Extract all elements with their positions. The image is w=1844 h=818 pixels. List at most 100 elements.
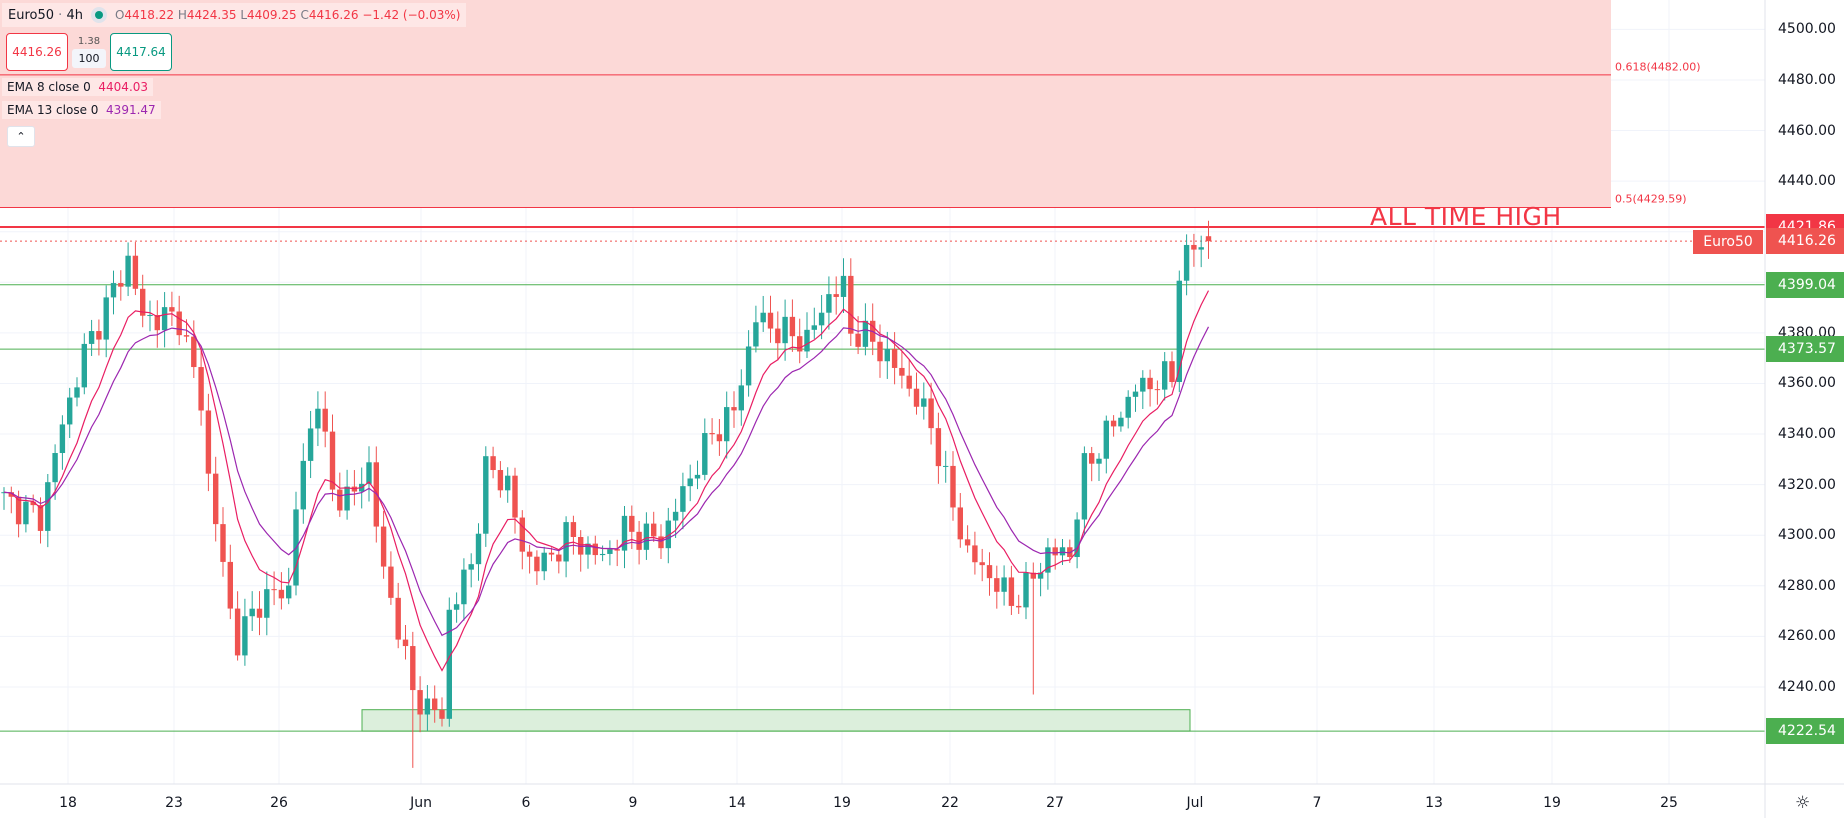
candle-body: [1001, 577, 1007, 592]
candle-body: [848, 275, 854, 334]
candle-body: [921, 398, 927, 407]
candle-body: [855, 333, 861, 347]
candle-body: [249, 608, 255, 617]
candle-body: [1169, 361, 1175, 383]
candle-body: [118, 283, 124, 287]
candle-body: [709, 433, 715, 435]
candle-body: [337, 489, 343, 511]
candle-body: [651, 523, 657, 537]
candle-body: [242, 616, 248, 656]
candle-body: [775, 328, 781, 344]
candle-body: [585, 543, 591, 555]
candle-body: [1089, 453, 1095, 464]
candle-body: [205, 410, 212, 474]
candle-body: [1198, 247, 1204, 250]
candle-body: [694, 474, 701, 479]
candle-body: [1016, 605, 1022, 608]
candle-body: [884, 348, 890, 362]
price-level-label: 4222.54: [1766, 718, 1844, 745]
candle-body: [424, 698, 431, 715]
candle-body: [1140, 377, 1146, 392]
price-level-label: 4399.04: [1766, 271, 1844, 298]
time-tick-label: 7: [1312, 795, 1322, 811]
candle-body: [767, 312, 774, 329]
candle-body: [256, 608, 263, 618]
candle-body: [563, 522, 569, 562]
candle-body: [1023, 572, 1029, 608]
candle-body: [964, 539, 971, 546]
candle-body: [74, 387, 80, 398]
time-tick-label: 25: [1660, 795, 1678, 811]
candle-body: [490, 456, 496, 471]
candle-body: [541, 552, 547, 572]
price-level-label: 4416.26: [1766, 228, 1844, 255]
time-tick-label: 14: [728, 795, 746, 811]
time-tick-label: Jun: [410, 795, 432, 811]
candle-body: [833, 294, 839, 297]
candle-body: [738, 385, 744, 411]
buy-button[interactable]: 4417.64: [110, 33, 172, 71]
ema13-line: [3, 326, 1210, 637]
ema8-legend[interactable]: EMA 8 close 0 4404.03: [2, 78, 154, 96]
candle-body: [322, 408, 328, 432]
candle-body: [446, 609, 452, 719]
price-tick-label: 4480.00: [1778, 71, 1836, 88]
candle-body: [1154, 389, 1161, 391]
time-tick-label: 9: [628, 795, 638, 811]
candle-body: [731, 407, 737, 411]
support-zone: [361, 709, 1191, 732]
candle-body: [234, 608, 241, 656]
candle-body: [724, 407, 730, 442]
candle-body: [1110, 420, 1117, 427]
candle-body: [37, 505, 44, 531]
candle-body: [439, 710, 445, 719]
chevron-up-icon[interactable]: ⌃: [7, 126, 35, 147]
fib-05-label: 0.5(4429.59): [1615, 192, 1687, 206]
price-tick-label: 4240.00: [1778, 678, 1836, 695]
candle-body: [154, 315, 160, 331]
candle-body: [183, 335, 190, 337]
time-tick-label: 13: [1425, 795, 1443, 811]
market-status-icon[interactable]: [90, 7, 107, 23]
candle-body: [1147, 377, 1153, 390]
candle-body: [468, 564, 474, 570]
candle-body: [1191, 244, 1197, 250]
candle-body: [512, 475, 518, 518]
candle-body: [176, 311, 182, 336]
candle-body: [1052, 547, 1058, 556]
candle-body: [147, 315, 153, 317]
candle-body: [556, 554, 562, 562]
symbol-name[interactable]: Euro50 · 4h: [8, 7, 83, 23]
candle-body: [96, 331, 102, 340]
candle-body: [840, 275, 847, 297]
price-tick-label: 4500.00: [1778, 21, 1836, 38]
quantity-input[interactable]: 100: [72, 49, 106, 68]
candle-body: [110, 283, 117, 298]
price-tick-label: 4280.00: [1778, 577, 1836, 594]
candle-body: [103, 297, 109, 340]
candle-body: [760, 312, 766, 323]
candle-body: [672, 511, 679, 521]
candle-body: [30, 501, 36, 506]
candle-body: [315, 408, 321, 429]
candle-body: [899, 367, 905, 376]
ema13-legend[interactable]: EMA 13 close 0 4391.47: [2, 101, 161, 119]
spread-value: 1.38: [77, 36, 101, 47]
gear-icon[interactable]: ☼: [1795, 793, 1811, 813]
candle-body: [388, 566, 394, 598]
sell-button[interactable]: 4416.26: [6, 33, 68, 71]
price-tick-label: 4340.00: [1778, 426, 1836, 443]
candle-body: [264, 589, 270, 618]
candle-body: [1125, 396, 1131, 418]
candle-body: [782, 316, 788, 344]
candle-body: [621, 515, 628, 551]
time-tick-label: 6: [521, 795, 531, 811]
candle-body: [432, 698, 438, 711]
price-tick-label: 4300.00: [1778, 527, 1836, 544]
candle-body: [680, 486, 686, 512]
candle-body: [67, 397, 73, 425]
candle-body: [950, 465, 956, 508]
price-tick-label: 4360.00: [1778, 375, 1836, 392]
candle-body: [15, 496, 22, 525]
